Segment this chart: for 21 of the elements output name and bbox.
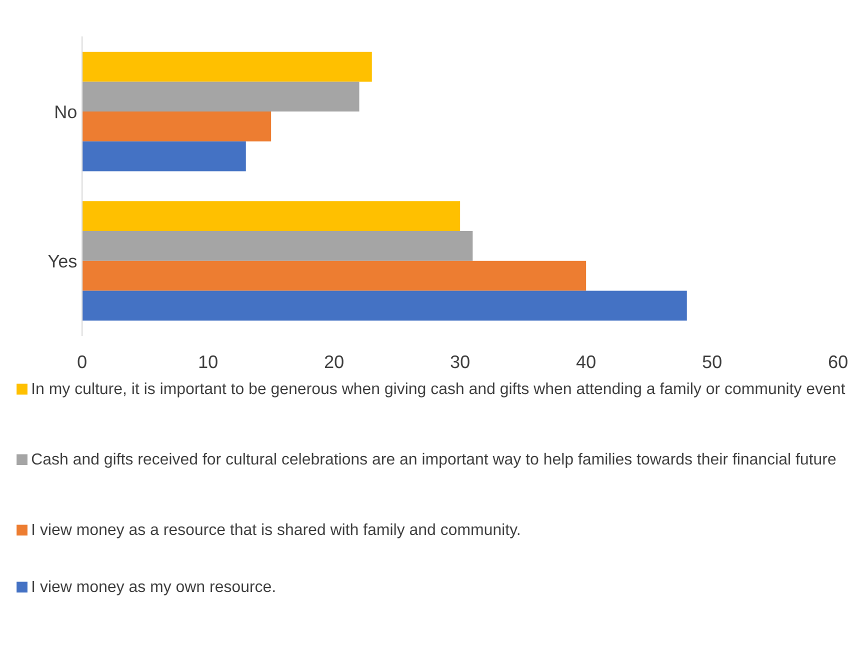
bar xyxy=(82,260,586,291)
legend-label: In my culture, it is important to be generous when giving cash and gifts when attending a family or community event xyxy=(32,382,846,398)
legend-label: Cash and gifts received for cultural celebrations are an important way to help families towards their financial future xyxy=(32,452,836,468)
x-tick-label: 20 xyxy=(324,355,344,368)
y-tick-label: No xyxy=(56,106,76,118)
bar xyxy=(82,82,360,112)
x-tick-label: 10 xyxy=(199,355,218,368)
legend-label: I view money as my own resource. xyxy=(32,580,275,596)
x-tick-label: 60 xyxy=(828,355,848,368)
x-tick-label: 50 xyxy=(702,355,722,368)
bar xyxy=(82,112,272,142)
bar xyxy=(82,290,687,321)
legend-label: I view money as a resource that is shared with family and community. xyxy=(32,523,520,538)
x-tick-label: 0 xyxy=(78,355,86,368)
x-tick-label: 40 xyxy=(576,355,596,368)
y-tick-label: Yes xyxy=(48,254,77,268)
bar xyxy=(82,201,460,231)
bar xyxy=(82,52,372,82)
bar xyxy=(82,230,473,261)
bar xyxy=(82,141,246,172)
x-tick-label: 30 xyxy=(450,355,470,368)
